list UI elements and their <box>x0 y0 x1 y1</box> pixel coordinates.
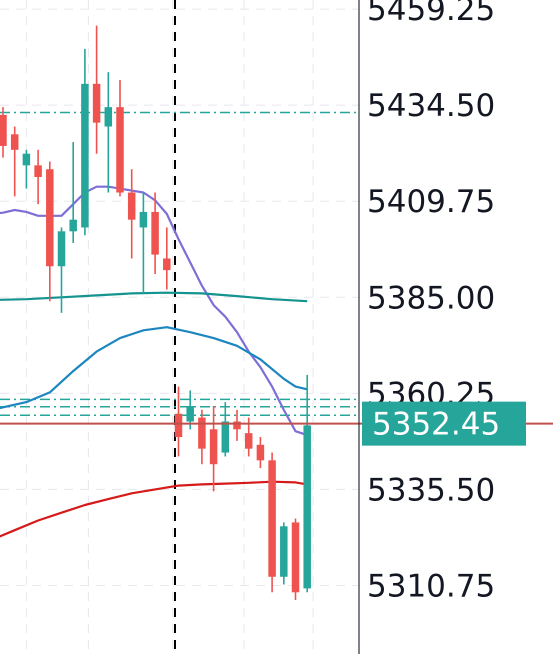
candle-body-17 <box>198 417 206 449</box>
candle-body-8 <box>92 83 101 123</box>
candle-body-16 <box>186 405 194 422</box>
candle-body-25 <box>291 522 300 593</box>
candle-body-5 <box>57 231 66 267</box>
price-tick-label: 5335.50 <box>367 472 495 508</box>
candle-body-22 <box>256 444 265 461</box>
candle-body-1 <box>10 134 19 150</box>
candle-body-0 <box>0 114 7 146</box>
candle-body-26 <box>303 425 311 589</box>
candle-body-11 <box>127 192 136 220</box>
price-grid <box>0 0 359 654</box>
horizontal-levels <box>0 111 359 417</box>
candle-body-18 <box>209 429 218 465</box>
candle-body-20 <box>233 421 241 430</box>
candle-body-13 <box>151 211 159 255</box>
moving-average-red <box>0 480 308 538</box>
candle-body-24 <box>280 526 288 577</box>
candle-body-3 <box>34 165 42 177</box>
last-price-text: 5352.45 <box>372 407 500 443</box>
candle-body-15 <box>174 413 183 438</box>
candle-body-9 <box>104 107 113 127</box>
candle-body-21 <box>244 433 253 449</box>
candle-body-14 <box>163 258 171 271</box>
price-tick-label: 5409.75 <box>367 184 495 220</box>
price-tick-label: 5434.50 <box>367 88 495 124</box>
candle-body-2 <box>22 153 31 166</box>
candle-body-6 <box>69 219 77 232</box>
moving-average-purple <box>0 185 308 437</box>
price-tick-label: 5310.75 <box>367 568 495 604</box>
candles <box>0 25 311 601</box>
candle-body-23 <box>268 460 276 577</box>
last-price-badge: 5352.45 <box>362 401 526 446</box>
last-price-badge-bg <box>362 401 526 446</box>
candle-body-12 <box>139 211 148 228</box>
price-tick-label: 5459.25 <box>367 0 495 28</box>
moving-average-blue <box>0 326 308 410</box>
candle-body-4 <box>46 169 54 267</box>
moving-average-teal <box>0 291 308 303</box>
price-axis[interactable]: 5459.255434.505409.755385.005360.255335.… <box>367 0 495 604</box>
candle-body-7 <box>81 83 89 228</box>
price-tick-label: 5385.00 <box>367 280 495 316</box>
candle-body-19 <box>221 421 230 453</box>
moving-averages <box>0 185 308 538</box>
candle-body-10 <box>116 107 124 193</box>
